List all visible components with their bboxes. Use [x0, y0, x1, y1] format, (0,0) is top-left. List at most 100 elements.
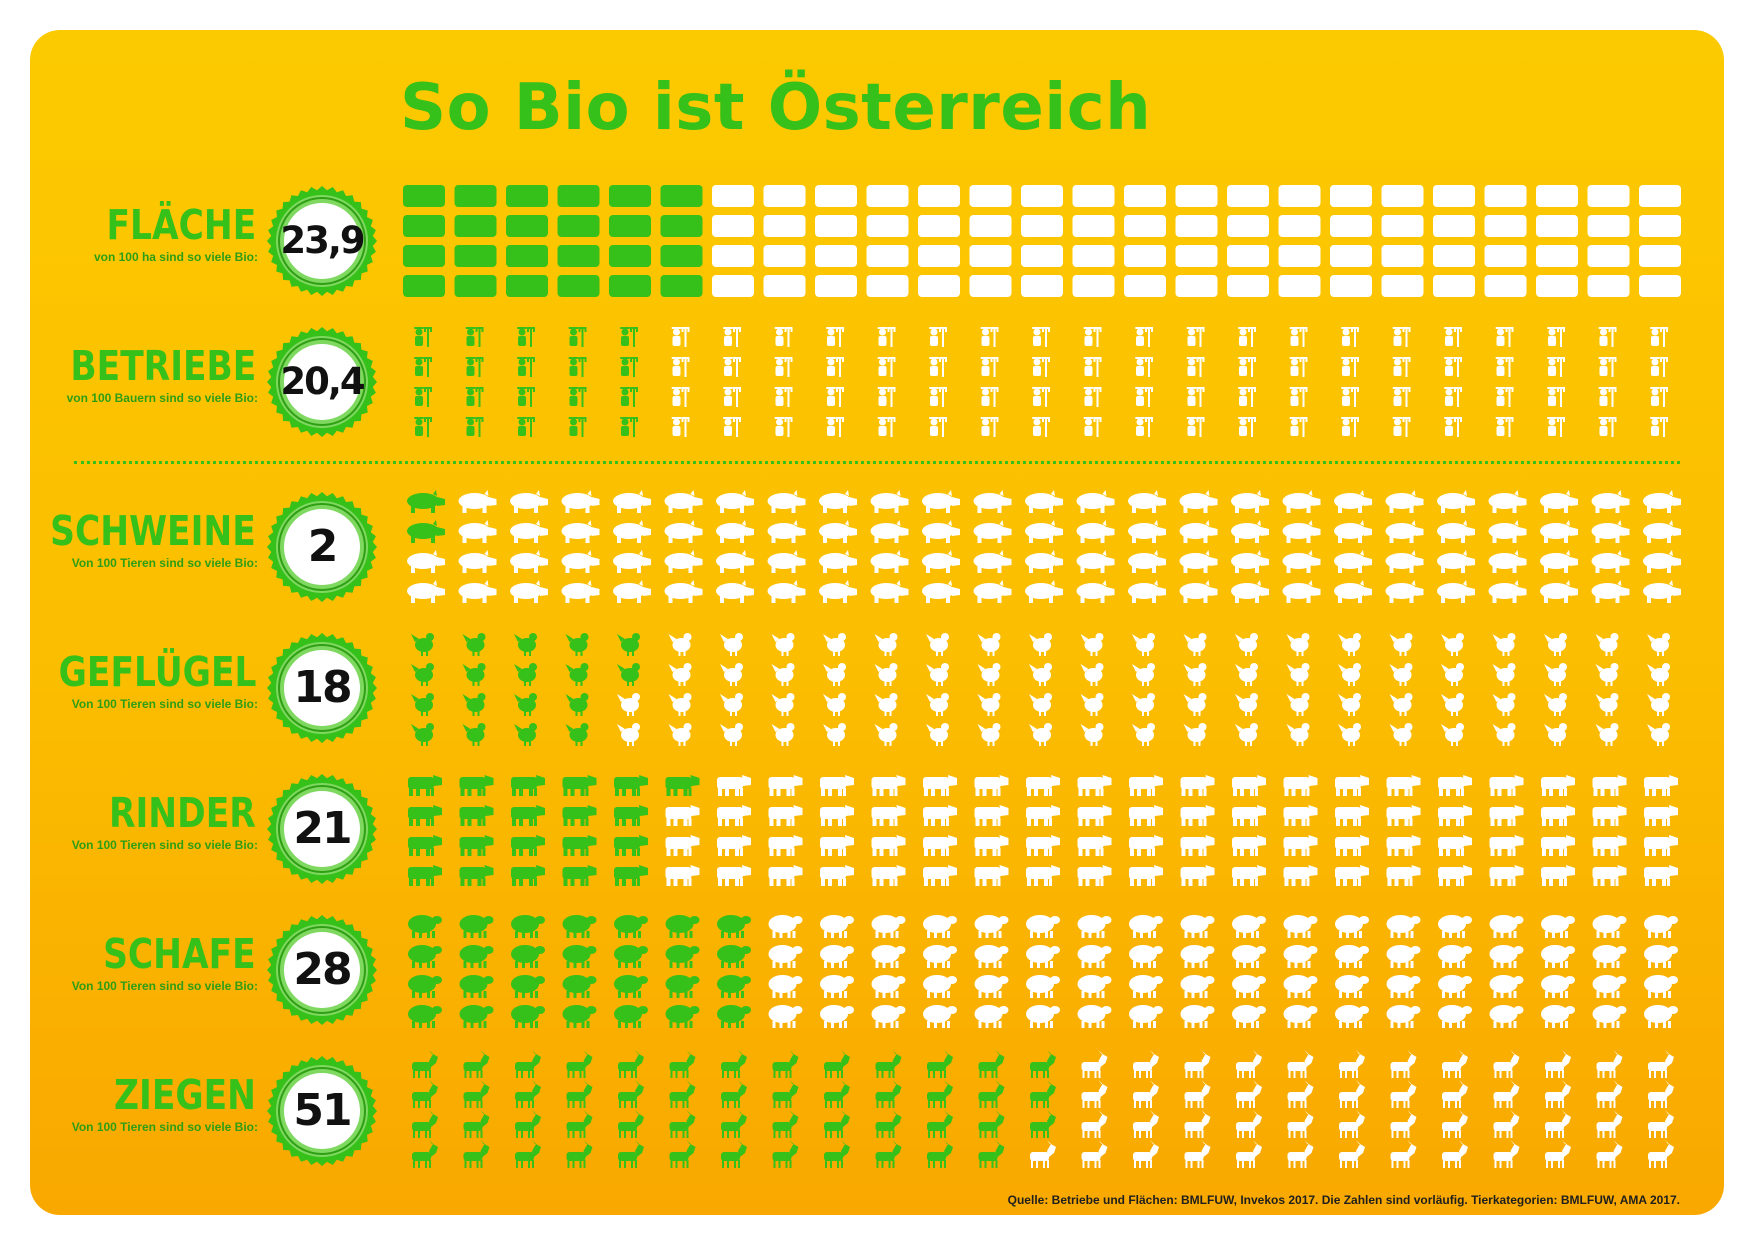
cow-unit-rinder-38 — [871, 805, 906, 826]
goat-unit-ziegen-75 — [1339, 1110, 1365, 1138]
cow-unit-rinder-74 — [1335, 805, 1369, 826]
goat-unit-ziegen-67 — [1236, 1110, 1262, 1138]
goat-unit-ziegen-95 — [1596, 1110, 1623, 1138]
sheep-unit-schafe-31 — [768, 975, 803, 998]
goat-unit-ziegen-9 — [515, 1050, 541, 1078]
value-text-betriebe: 20,4 — [280, 360, 365, 403]
goat-unit-ziegen-17 — [618, 1050, 644, 1078]
chicken-unit-gefluegel-85 — [1492, 633, 1516, 656]
pig-unit-schweine-17 — [613, 490, 651, 513]
field-rectangle-unit-flaeche-9 — [506, 185, 548, 207]
chicken-unit-gefluegel-74 — [1338, 663, 1361, 686]
goat-unit-ziegen-11 — [515, 1110, 541, 1138]
cow-unit-rinder-99 — [1644, 835, 1678, 856]
chicken-unit-gefluegel-90 — [1544, 663, 1567, 686]
pig-unit-schweine-22 — [664, 520, 703, 543]
pig-unit-schweine-67 — [1231, 550, 1269, 573]
cow-unit-rinder-84 — [1438, 865, 1472, 886]
goat-unit-ziegen-59 — [1133, 1110, 1159, 1138]
chicken-unit-gefluegel-1 — [411, 633, 434, 656]
pig-unit-schweine-62 — [1179, 520, 1218, 543]
goat-unit-ziegen-31 — [772, 1110, 799, 1138]
cow-unit-rinder-3 — [408, 835, 442, 856]
field-rectangle-unit-flaeche-15 — [557, 245, 600, 267]
pictogram-grid-schweine — [407, 490, 1681, 603]
farmer-unit-betriebe-1 — [414, 327, 432, 347]
field-rectangle-unit-flaeche-71 — [1278, 245, 1321, 267]
field-rectangle-unit-flaeche-11 — [506, 245, 548, 267]
farmer-unit-betriebe-42 — [929, 357, 947, 377]
value-badge-gefluegel — [267, 633, 377, 743]
field-rectangle-unit-flaeche-61 — [1175, 185, 1218, 207]
sheep-unit-schafe-43 — [923, 975, 957, 998]
pig-unit-schweine-76 — [1334, 580, 1372, 603]
sheep-unit-schafe-91 — [1541, 975, 1575, 998]
sheep-unit-schafe-21 — [665, 915, 700, 938]
pig-unit-schweine-21 — [664, 490, 703, 513]
field-rectangle-unit-flaeche-41 — [918, 185, 960, 207]
goat-unit-ziegen-94 — [1596, 1080, 1623, 1108]
chicken-unit-gefluegel-44 — [926, 723, 949, 746]
pig-unit-schweine-55 — [1076, 550, 1115, 573]
cow-unit-rinder-36 — [820, 865, 854, 886]
field-rectangle-unit-flaeche-43 — [918, 245, 960, 267]
goat-unit-ziegen-79 — [1390, 1110, 1417, 1138]
farmer-unit-betriebe-69 — [1289, 327, 1308, 347]
value-text-ziegen: 51 — [293, 1085, 352, 1136]
pig-unit-schweine-1 — [407, 490, 445, 513]
pig-unit-schweine-97 — [1643, 490, 1681, 513]
chicken-unit-gefluegel-83 — [1441, 693, 1464, 716]
farmer-unit-betriebe-93 — [1598, 327, 1617, 347]
cow-unit-rinder-77 — [1386, 775, 1421, 796]
field-rectangle-unit-flaeche-96 — [1587, 275, 1630, 297]
sheep-unit-schafe-90 — [1541, 945, 1575, 968]
pig-unit-schweine-100 — [1643, 580, 1681, 603]
sheep-unit-schafe-2 — [408, 945, 442, 968]
goat-unit-ziegen-91 — [1545, 1110, 1571, 1138]
chicken-unit-gefluegel-91 — [1544, 693, 1567, 716]
dotted-divider — [74, 461, 1680, 464]
value-badge-betriebe — [267, 327, 377, 437]
cow-unit-rinder-43 — [923, 835, 957, 856]
sheep-unit-schafe-26 — [717, 945, 751, 968]
goat-unit-ziegen-61 — [1184, 1050, 1211, 1078]
field-rectangle-unit-flaeche-81 — [1433, 185, 1475, 207]
chicken-unit-gefluegel-35 — [823, 693, 846, 716]
sheep-unit-schafe-1 — [408, 915, 442, 938]
goat-unit-ziegen-81 — [1442, 1050, 1468, 1078]
cow-unit-rinder-60 — [1129, 865, 1163, 886]
sheep-unit-schafe-20 — [614, 1005, 648, 1028]
pig-unit-schweine-75 — [1334, 550, 1372, 573]
value-badge-rinder — [267, 774, 377, 884]
chicken-unit-gefluegel-96 — [1595, 723, 1619, 746]
farmer-unit-betriebe-2 — [414, 357, 432, 377]
value-badge-flaeche — [267, 186, 377, 296]
field-rectangle-unit-flaeche-25 — [712, 185, 754, 207]
cow-unit-rinder-23 — [665, 835, 700, 856]
chicken-unit-gefluegel-38 — [874, 663, 898, 686]
cow-unit-rinder-66 — [1232, 805, 1266, 826]
sheep-unit-schafe-3 — [408, 975, 442, 998]
cow-unit-rinder-94 — [1592, 805, 1627, 826]
pig-unit-schweine-19 — [613, 550, 651, 573]
cow-unit-rinder-97 — [1644, 775, 1678, 796]
chicken-unit-gefluegel-43 — [926, 693, 949, 716]
field-rectangle-unit-flaeche-33 — [815, 185, 857, 207]
cow-unit-rinder-8 — [459, 865, 494, 886]
field-rectangle-unit-flaeche-62 — [1175, 215, 1218, 237]
pig-unit-schweine-26 — [716, 520, 754, 543]
chicken-unit-gefluegel-88 — [1492, 723, 1516, 746]
chicken-unit-gefluegel-51 — [1029, 693, 1052, 716]
row-label-ziegen: ZIEGEN — [114, 1071, 256, 1119]
field-rectangle-unit-flaeche-98 — [1639, 215, 1681, 237]
field-rectangle-unit-flaeche-14 — [557, 215, 600, 237]
pig-unit-schweine-8 — [458, 580, 497, 603]
sheep-unit-schafe-83 — [1438, 975, 1472, 998]
sheep-unit-schafe-92 — [1541, 1005, 1575, 1028]
goat-unit-ziegen-2 — [412, 1080, 438, 1108]
cow-unit-rinder-4 — [408, 865, 442, 886]
row-rinder: RINDER Von 100 Tieren sind so viele Bio: 2… — [0, 768, 1754, 888]
farmer-unit-betriebe-17 — [620, 327, 638, 347]
pig-unit-schweine-33 — [819, 490, 857, 513]
farmer-unit-betriebe-22 — [671, 357, 690, 377]
